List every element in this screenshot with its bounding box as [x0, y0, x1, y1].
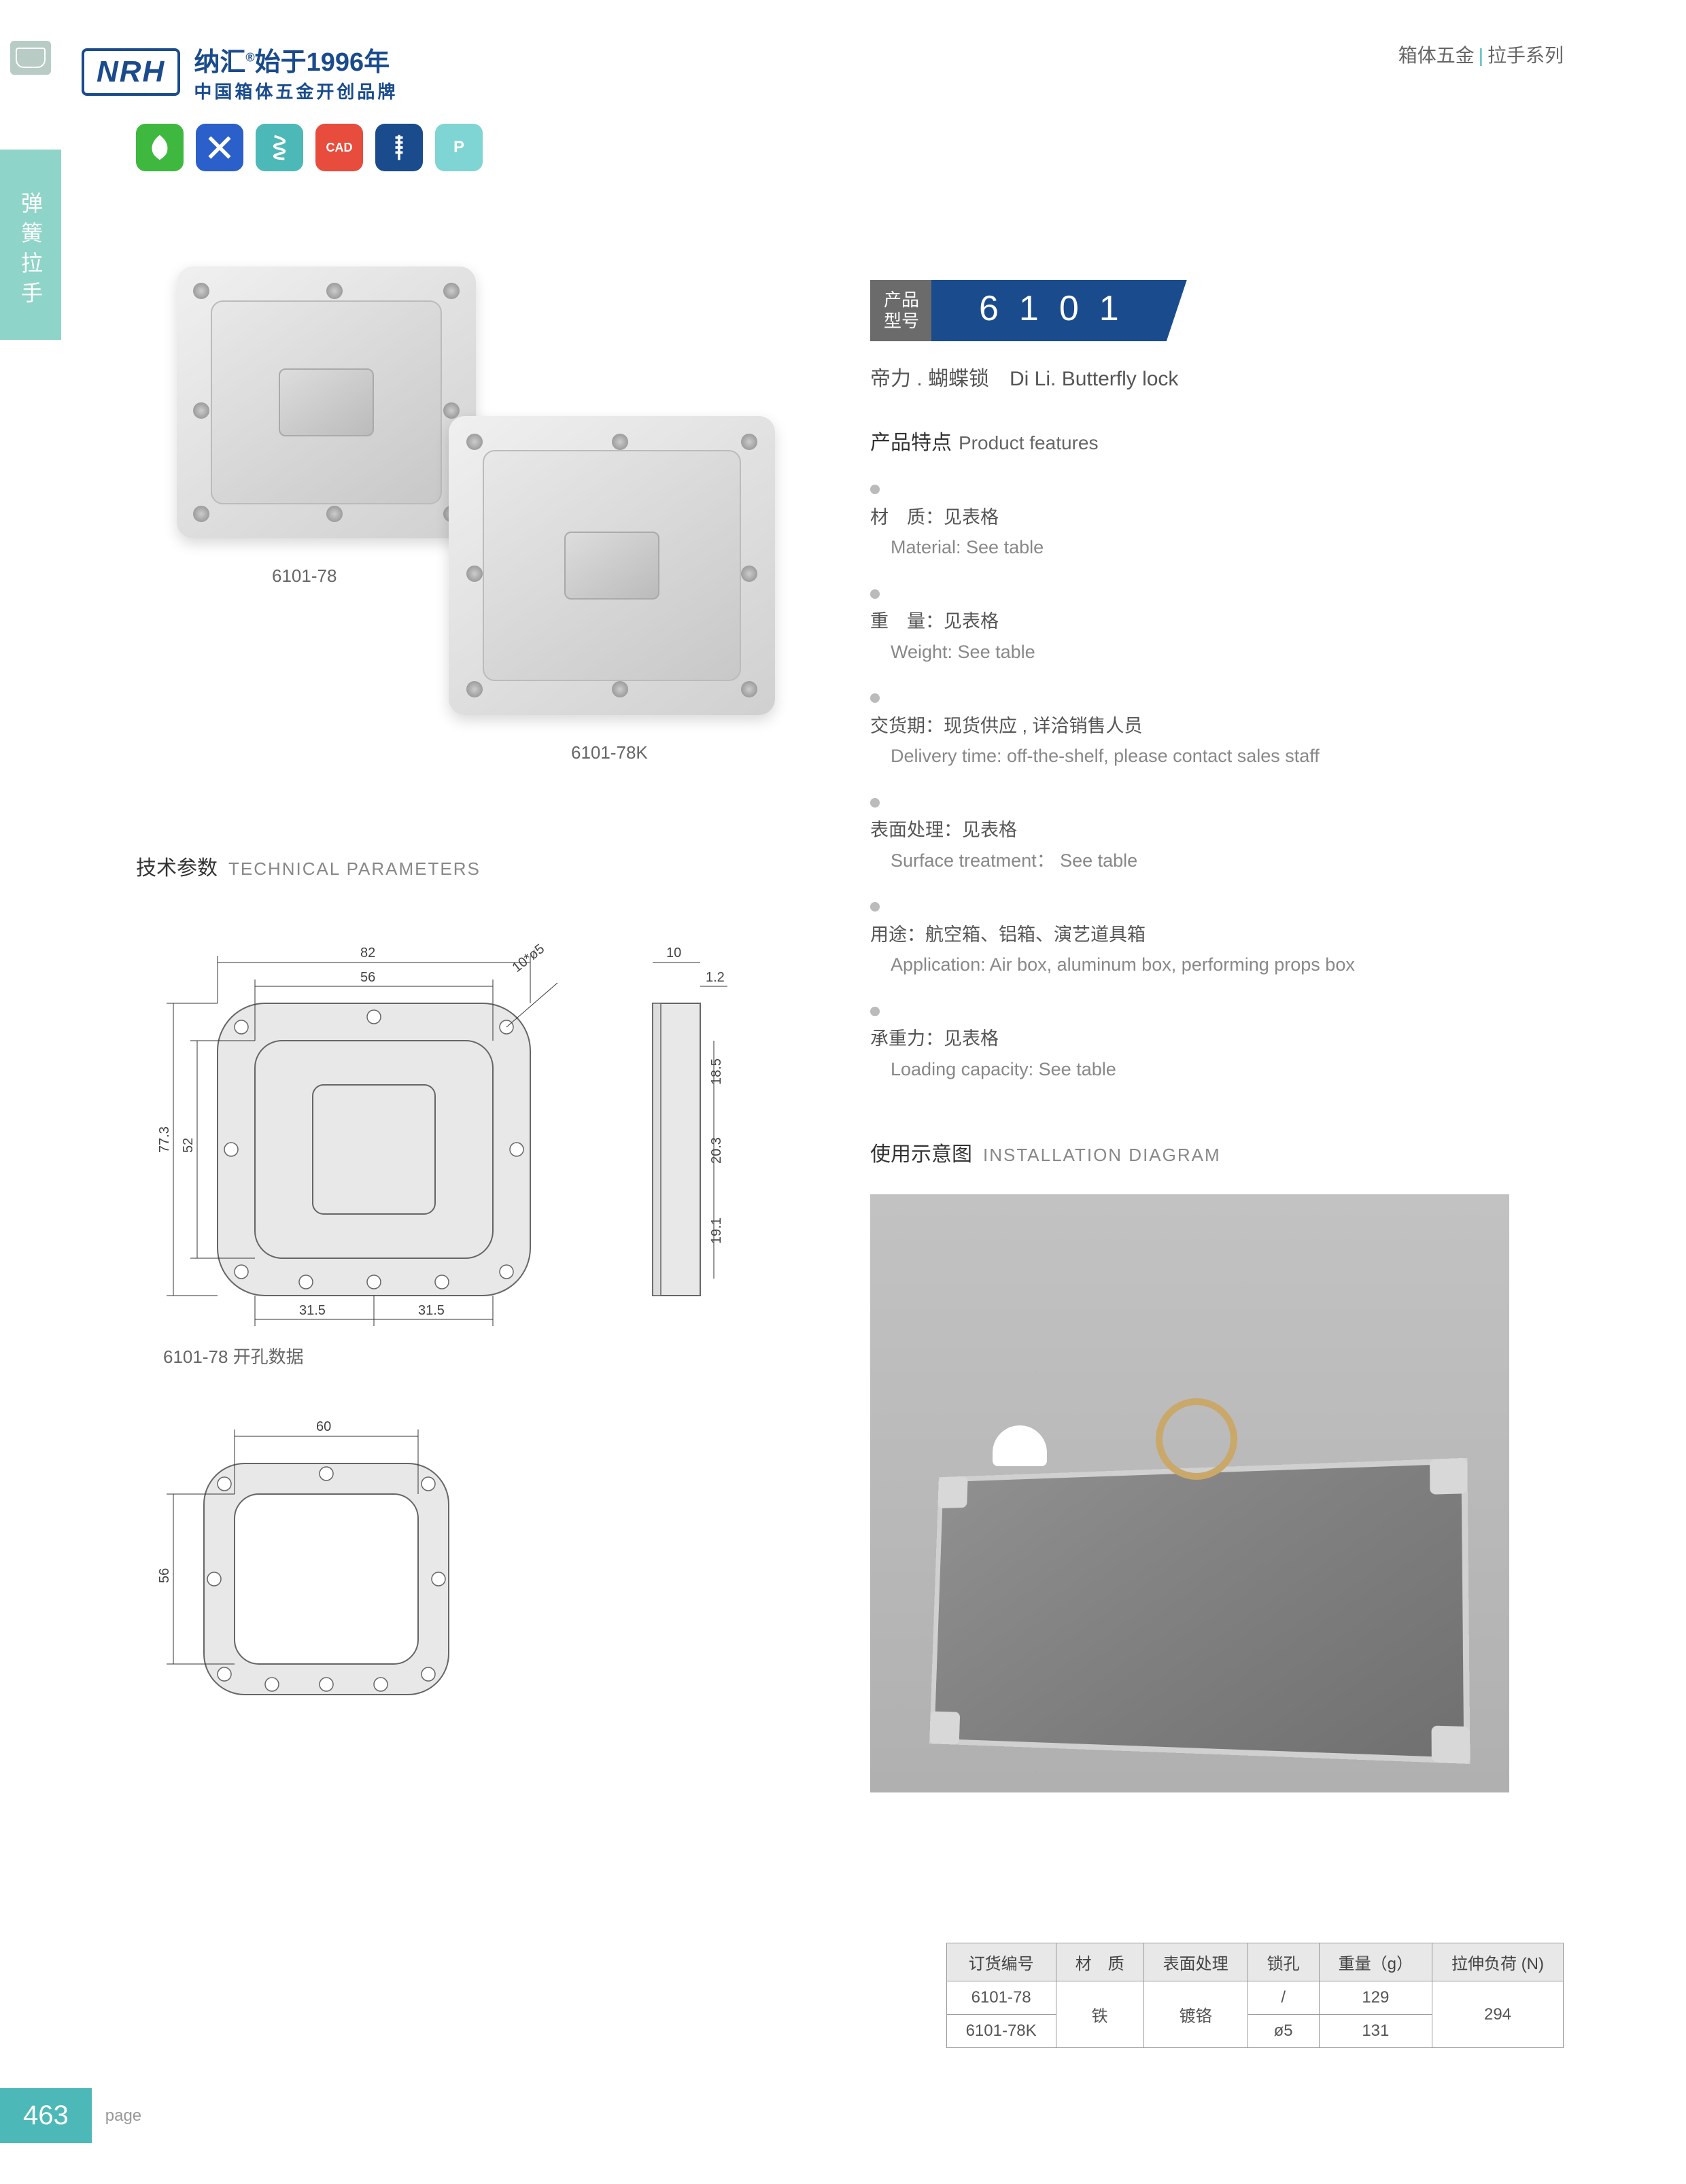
- svg-text:52: 52: [181, 1138, 196, 1153]
- model-badge: 产品型号 6101: [870, 280, 1564, 341]
- eco-icon: [136, 124, 184, 171]
- features-heading: 产品特点Product features: [870, 426, 1564, 455]
- feature-item: 用途：航空箱、铝箱、演艺道具箱Application: Air box, alu…: [870, 893, 1564, 979]
- install-heading: 使用示意图INSTALLATION DIAGRAM: [870, 1137, 1564, 1167]
- svg-text:56: 56: [157, 1568, 172, 1583]
- feature-item: 承重力：见表格Loading capacity: See table: [870, 998, 1564, 1084]
- svg-text:20.3: 20.3: [709, 1137, 724, 1164]
- feature-icon-row: CAD P: [136, 124, 1564, 171]
- product-image-2: [449, 416, 775, 715]
- model-number: 6101: [931, 280, 1187, 341]
- page-header: NRH 纳汇®始于1996年 中国箱体五金开创品牌 箱体五金|拉手系列: [82, 41, 1564, 103]
- table-header: 锁孔: [1248, 1943, 1319, 1981]
- svg-text:31.5: 31.5: [418, 1303, 445, 1318]
- tech-params-heading: 技术参数TECHNICAL PARAMETERS: [136, 851, 829, 881]
- brand-slogan: 中国箱体五金开创品牌: [194, 78, 398, 103]
- table-header: 拉伸负荷 (N): [1432, 1943, 1564, 1981]
- product-image-1: [177, 266, 476, 538]
- brand-name: 纳汇®始于1996年: [194, 41, 398, 78]
- product-photos: 6101-78 6101-78K: [136, 266, 829, 810]
- product-name: 帝力 . 蝴蝶锁 Di Li. Butterfly lock: [870, 362, 1564, 392]
- svg-text:18.5: 18.5: [709, 1058, 724, 1085]
- side-category-tab: 弹簧拉手: [0, 150, 61, 340]
- svg-text:19.1: 19.1: [709, 1217, 724, 1244]
- technical-drawing-holes: 60 56: [136, 1389, 489, 1742]
- p-icon: P: [435, 124, 483, 171]
- technical-drawing-front: 82 56 77.3 52 31.5 31.5: [136, 908, 598, 1330]
- svg-text:60: 60: [316, 1419, 331, 1434]
- breadcrumb: 箱体五金|拉手系列: [1398, 41, 1564, 68]
- model-label: 产品型号: [870, 280, 933, 341]
- svg-text:1.2: 1.2: [706, 970, 725, 985]
- spec-table: 订货编号材 质表面处理锁孔重量（g）拉伸负荷 (N) 6101-78铁镀铬/12…: [946, 1943, 1564, 2048]
- technical-drawing-side: 10 1.2 18.5 20.3 19.1: [625, 908, 734, 1330]
- side-product-icon: [10, 41, 51, 75]
- brand-logo: NRH: [82, 48, 180, 96]
- feature-item: 材 质：见表格Material: See table: [870, 476, 1564, 561]
- screw-icon: [375, 124, 423, 171]
- table-header: 表面处理: [1143, 1943, 1248, 1981]
- feature-item: 重 量：见表格Weight: See table: [870, 580, 1564, 666]
- product-2-label: 6101-78K: [571, 742, 648, 763]
- table-header: 重量（g）: [1319, 1943, 1432, 1981]
- feature-item: 交货期：现货供应 , 详洽销售人员Delivery time: off-the-…: [870, 684, 1564, 770]
- installation-photo: [870, 1194, 1509, 1792]
- svg-text:56: 56: [360, 970, 375, 985]
- page-number: 463 page: [0, 2088, 141, 2143]
- table-header: 订货编号: [946, 1943, 1056, 1981]
- hole-data-label: 6101-78 开孔数据: [163, 1343, 829, 1368]
- tools-icon: [196, 124, 243, 171]
- svg-text:82: 82: [360, 946, 375, 960]
- svg-text:10*ø5: 10*ø5: [510, 941, 548, 975]
- feature-list: 材 质：见表格Material: See table 重 量：见表格Weight:…: [870, 476, 1564, 1083]
- table-row: 6101-78铁镀铬/129294: [946, 1981, 1563, 2015]
- svg-text:77.3: 77.3: [157, 1126, 172, 1153]
- spring-icon: [256, 124, 303, 171]
- product-1-label: 6101-78: [272, 566, 337, 587]
- cad-icon: CAD: [315, 124, 363, 171]
- table-header: 材 质: [1056, 1943, 1143, 1981]
- svg-text:31.5: 31.5: [299, 1303, 326, 1318]
- feature-item: 表面处理：见表格Surface treatment： See table: [870, 789, 1564, 875]
- svg-text:10: 10: [666, 946, 681, 960]
